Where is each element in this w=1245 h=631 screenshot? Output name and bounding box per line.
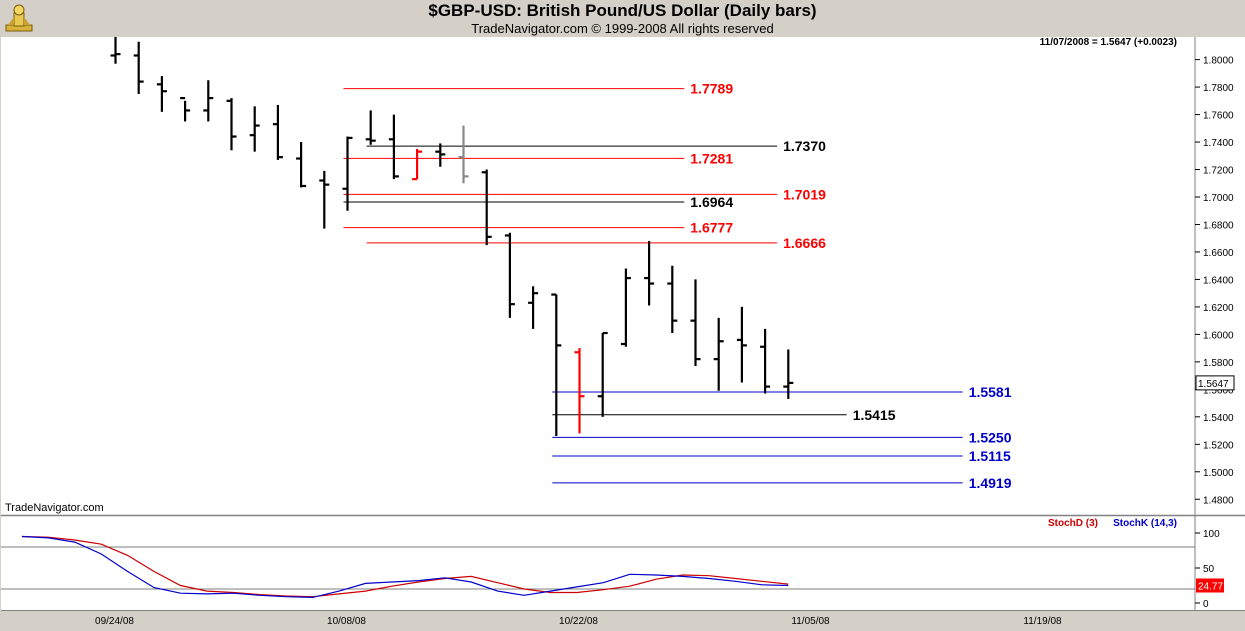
price-tick-label: 1.4800: [1203, 495, 1234, 506]
price-tick-label: 1.5000: [1203, 468, 1234, 479]
price-tick-label: 1.7800: [1203, 83, 1234, 94]
price-panel[interactable]: [1, 37, 1195, 515]
ohlc-bar[interactable]: [458, 125, 469, 184]
ohlc-bar[interactable]: [133, 41, 144, 94]
level-label: 1.6964: [690, 194, 733, 210]
last-price-tag-bg: [1195, 375, 1235, 391]
ohlc-bar[interactable]: [412, 148, 423, 181]
ohlc-bar[interactable]: [551, 293, 562, 437]
x-tick-label: 10/22/08: [559, 616, 598, 627]
level-label: 1.7019: [783, 186, 826, 202]
level-label: 1.5415: [853, 407, 896, 423]
ohlc-bar[interactable]: [504, 232, 515, 318]
ohlc-bar[interactable]: [760, 328, 771, 394]
price-tick-label: 1.7000: [1203, 193, 1234, 204]
stochk-legend: StochK (14,3): [1113, 518, 1177, 529]
ohlc-bar[interactable]: [226, 98, 237, 151]
stochd-line: [21, 535, 789, 598]
price-tick-label: 1.5400: [1203, 413, 1234, 424]
ohlc-bar[interactable]: [296, 142, 307, 188]
stoch-tick-label: 50: [1203, 564, 1215, 575]
level-label: 1.7370: [783, 138, 826, 154]
level-label: 1.5250: [969, 429, 1012, 445]
trade-navigator-logo-icon: [5, 4, 33, 32]
price-tick-label: 1.8000: [1203, 56, 1234, 67]
ohlc-bar[interactable]: [180, 96, 191, 122]
price-tick-label: 1.6400: [1203, 275, 1234, 286]
level-label: 1.6777: [690, 220, 733, 236]
price-tick-label: 1.7400: [1203, 138, 1234, 149]
x-tick-label: 11/19/08: [1023, 616, 1062, 627]
ohlc-bar[interactable]: [574, 348, 585, 434]
x-tick-label: 10/08/08: [327, 616, 366, 627]
ohlc-bar[interactable]: [249, 106, 260, 152]
ohlc-bar[interactable]: [620, 268, 631, 347]
ohlc-bar[interactable]: [736, 306, 747, 383]
level-label: 1.6666: [783, 235, 826, 251]
stoch-last-tag: 24.77: [1198, 582, 1223, 593]
ohlc-bar[interactable]: [365, 110, 376, 145]
last-price-tag: 1.5647: [1198, 379, 1229, 390]
stoch-tick-label: 0: [1203, 599, 1209, 610]
ohlc-bar[interactable]: [667, 265, 678, 334]
chart-title: $GBP-USD: British Pound/US Dollar (Daily…: [428, 1, 817, 20]
ohlc-bar[interactable]: [528, 286, 539, 329]
ohlc-bar[interactable]: [342, 136, 353, 211]
ohlc-bar[interactable]: [644, 240, 655, 306]
x-tick-label: 11/05/08: [791, 616, 830, 627]
stoch-last-tag-bg: [1196, 578, 1224, 593]
stoch-tick-label: 100: [1203, 529, 1220, 540]
ohlc-bar[interactable]: [272, 104, 283, 160]
price-tick-label: 1.5600: [1203, 385, 1234, 396]
ohlc-bar[interactable]: [110, 37, 121, 64]
level-label: 1.4919: [969, 475, 1012, 491]
price-tick-label: 1.6200: [1203, 303, 1234, 314]
price-tick-label: 1.5800: [1203, 358, 1234, 369]
level-label: 1.7789: [690, 81, 733, 97]
price-tick-label: 1.7200: [1203, 166, 1234, 177]
price-tick-label: 1.6600: [1203, 248, 1234, 259]
price-tick-label: 1.7600: [1203, 111, 1234, 122]
ohlc-bar[interactable]: [319, 170, 330, 229]
stochd-legend: StochD (3): [1048, 518, 1098, 529]
chart-subtitle: TradeNavigator.com © 1999-2008 All right…: [471, 21, 774, 36]
tradenavigator-watermark: TradeNavigator.com: [5, 502, 104, 514]
price-tick-label: 1.6800: [1203, 220, 1234, 231]
level-label: 1.5115: [969, 448, 1011, 464]
stoch-panel[interactable]: [1, 516, 1195, 610]
last-quote-text: 11/07/2008 = 1.5647 (+0.0023): [1040, 37, 1177, 48]
ohlc-bar[interactable]: [597, 331, 608, 417]
price-tick-label: 1.5200: [1203, 440, 1234, 451]
ohlc-bar[interactable]: [481, 169, 492, 246]
ohlc-bar[interactable]: [783, 349, 794, 399]
ohlc-bar[interactable]: [690, 279, 701, 366]
ohlc-bar[interactable]: [388, 114, 399, 180]
chart-area[interactable]: 1.7789 1.7370 1.7281 1.7019 1.6964 1.6777 1.66…: [0, 37, 1245, 631]
ohlc-bar[interactable]: [203, 80, 214, 122]
x-tick-label: 09/24/08: [95, 616, 134, 627]
level-label: 1.7281: [690, 150, 733, 166]
chart-header: $GBP-USD: British Pound/US Dollar (Daily…: [0, 0, 1245, 37]
price-tick-label: 1.6000: [1203, 330, 1234, 341]
level-label: 1.5581: [969, 384, 1012, 400]
ohlc-bar[interactable]: [435, 143, 446, 167]
stochk-line: [21, 535, 789, 599]
ohlc-bar[interactable]: [713, 317, 724, 391]
ohlc-bar[interactable]: [156, 76, 167, 112]
